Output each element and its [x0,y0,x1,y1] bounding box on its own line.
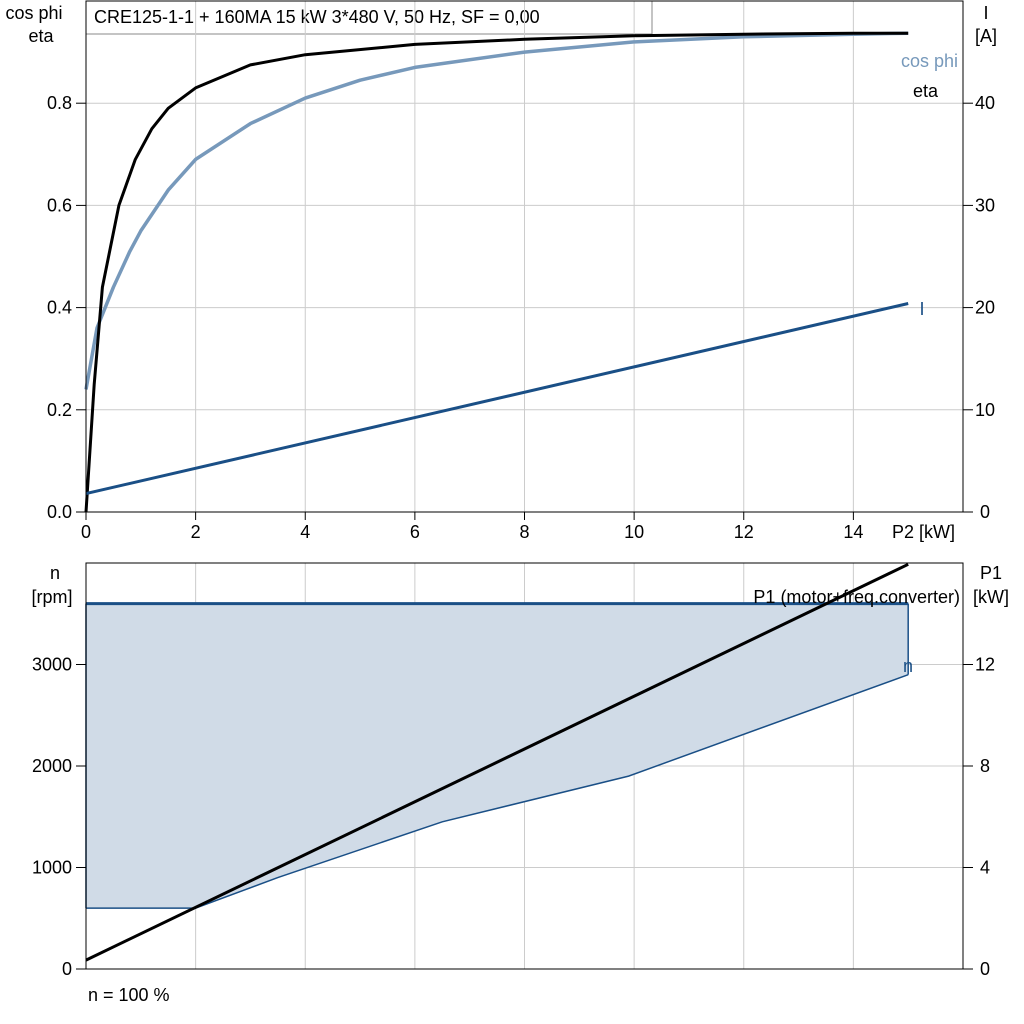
bottom-right-axis-label-2: [kW] [973,587,1009,607]
chart-title: CRE125-1-1 + 160MA 15 kW 3*480 V, 50 Hz,… [94,7,540,27]
bottom-left-axis-label-1: n [50,563,60,583]
bottom-right-tick-label: 8 [980,756,990,776]
bottom-left-axis-label-2: [rpm] [31,587,72,607]
bottom-right-tick-label: 0 [980,959,990,979]
top-left-tick-label: 0.0 [47,502,72,522]
bottom-left-tick-label: 0 [62,959,72,979]
top-right-tick-label: 0 [980,502,990,522]
top-right-axis-label-1: I [983,3,988,23]
bottom-left-tick-label: 2000 [32,756,72,776]
x-axis-label: P2 [kW] [892,522,955,542]
top-left-axis-label-2: eta [28,26,54,46]
eta-line [84,31,909,513]
top-left-axis-label-1: cos phi [5,3,62,23]
title-box [85,0,653,35]
series-label-speed: n [903,656,913,676]
series-label-cos-phi: cos phi [901,51,958,71]
bottom-ticks: 0 1000 2000 3000 0 4 8 12 [32,655,995,980]
top-left-tick-label: 0.8 [47,93,72,113]
bottom-curves [85,562,909,962]
bottom-right-axis-label-1: P1 [980,563,1002,583]
top-right-tick-label: 30 [975,195,995,215]
series-label-p1: P1 (motor+freq.converter) [753,587,960,607]
speed-min-line [86,673,909,909]
cos-phi-line [84,31,909,390]
footer-note: n = 100 % [88,985,170,1005]
top-x-tick-label: 6 [410,522,420,542]
p1-line [85,562,909,962]
bottom-left-tick-label: 1000 [32,858,72,878]
top-x-tick-label: 10 [624,522,644,542]
top-right-tick-label: 20 [975,298,995,318]
speed-range-area [86,603,909,909]
series-label-current: I [919,299,924,319]
top-right-tick-label: 40 [975,93,995,113]
top-left-tick-label: 0.6 [47,195,72,215]
top-x-tick-label: 12 [734,522,754,542]
top-left-tick-label: 0.4 [47,298,72,318]
top-right-axis-label-2: [A] [975,26,997,46]
top-x-tick-label: 4 [300,522,310,542]
top-x-tick-label: 0 [81,522,91,542]
top-x-tick-label: 2 [191,522,201,542]
bottom-right-tick-label: 4 [980,858,990,878]
top-ticks: 0.0 0.2 0.4 0.6 0.8 0 10 20 30 40 0 2 4 6 8 10 12 14 [47,93,995,542]
top-curves [84,31,909,513]
top-x-tick-label: 14 [843,522,863,542]
current-line [85,302,909,496]
bottom-right-tick-label: 12 [975,655,995,675]
top-right-tick-label: 10 [975,400,995,420]
top-left-tick-label: 0.2 [47,400,72,420]
bottom-left-tick-label: 3000 [32,655,72,675]
series-label-eta: eta [913,81,939,101]
top-x-tick-label: 8 [519,522,529,542]
